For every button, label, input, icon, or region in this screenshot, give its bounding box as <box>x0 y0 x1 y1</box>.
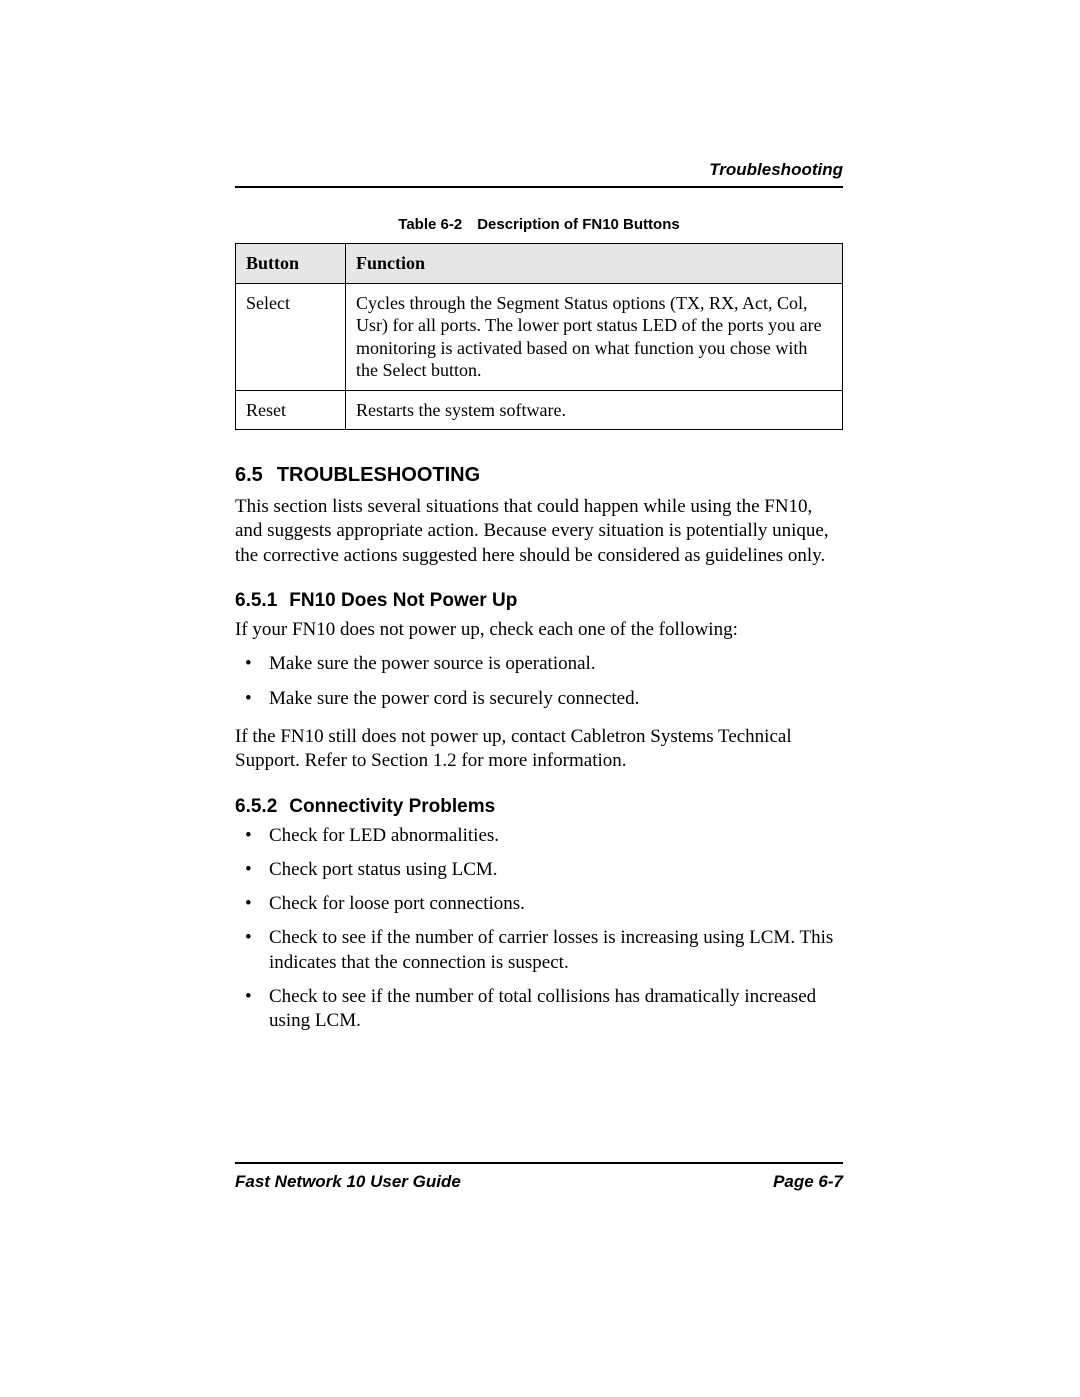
bullet-list-652: Check for LED abnormalities. Check port … <box>235 824 843 1034</box>
list-item: Make sure the power source is operationa… <box>235 652 843 676</box>
cell-button: Reset <box>236 390 346 430</box>
subsection-title: FN10 Does Not Power Up <box>289 590 517 611</box>
subsection-number: 6.5.2 <box>235 796 277 817</box>
cell-button: Select <box>236 283 346 390</box>
table-row: Select Cycles through the Segment Status… <box>236 283 843 390</box>
list-item: Check for loose port connections. <box>235 892 843 916</box>
subsection-heading-6-5-2: 6.5.2 Connectivity Problems <box>235 796 843 818</box>
list-item: Check to see if the number of total coll… <box>235 985 843 1034</box>
bullet-list-651: Make sure the power source is operationa… <box>235 652 843 711</box>
subsection-lead: If your FN10 does not power up, check ea… <box>235 618 843 642</box>
table-caption: Table 6-2 Description of FN10 Buttons <box>235 216 843 233</box>
cell-function: Restarts the system software. <box>346 390 843 430</box>
list-item: Check for LED abnormalities. <box>235 824 843 848</box>
col-header-function: Function <box>346 244 843 284</box>
cell-function: Cycles through the Segment Status option… <box>346 283 843 390</box>
col-header-button: Button <box>236 244 346 284</box>
list-item: Make sure the power cord is securely con… <box>235 687 843 711</box>
table-row: Reset Restarts the system software. <box>236 390 843 430</box>
subsection-heading-6-5-1: 6.5.1 FN10 Does Not Power Up <box>235 590 843 612</box>
section-body: This section lists several situations th… <box>235 495 843 568</box>
section-title: TROUBLESHOOTING <box>277 464 480 486</box>
page-content: Troubleshooting Table 6-2 Description of… <box>235 160 843 1048</box>
list-item: Check port status using LCM. <box>235 858 843 882</box>
subsection-title: Connectivity Problems <box>289 796 495 817</box>
section-number: 6.5 <box>235 464 263 486</box>
buttons-table: Button Function Select Cycles through th… <box>235 243 843 430</box>
footer-page-number: Page 6-7 <box>773 1172 843 1192</box>
section-heading-6-5: 6.5 TROUBLESHOOTING <box>235 464 843 487</box>
table-header-row: Button Function <box>236 244 843 284</box>
subsection-after: If the FN10 still does not power up, con… <box>235 725 843 774</box>
page-footer: Fast Network 10 User Guide Page 6-7 <box>235 1162 843 1192</box>
running-head: Troubleshooting <box>235 160 843 188</box>
subsection-number: 6.5.1 <box>235 590 277 611</box>
footer-guide-title: Fast Network 10 User Guide <box>235 1172 461 1192</box>
list-item: Check to see if the number of carrier lo… <box>235 926 843 975</box>
